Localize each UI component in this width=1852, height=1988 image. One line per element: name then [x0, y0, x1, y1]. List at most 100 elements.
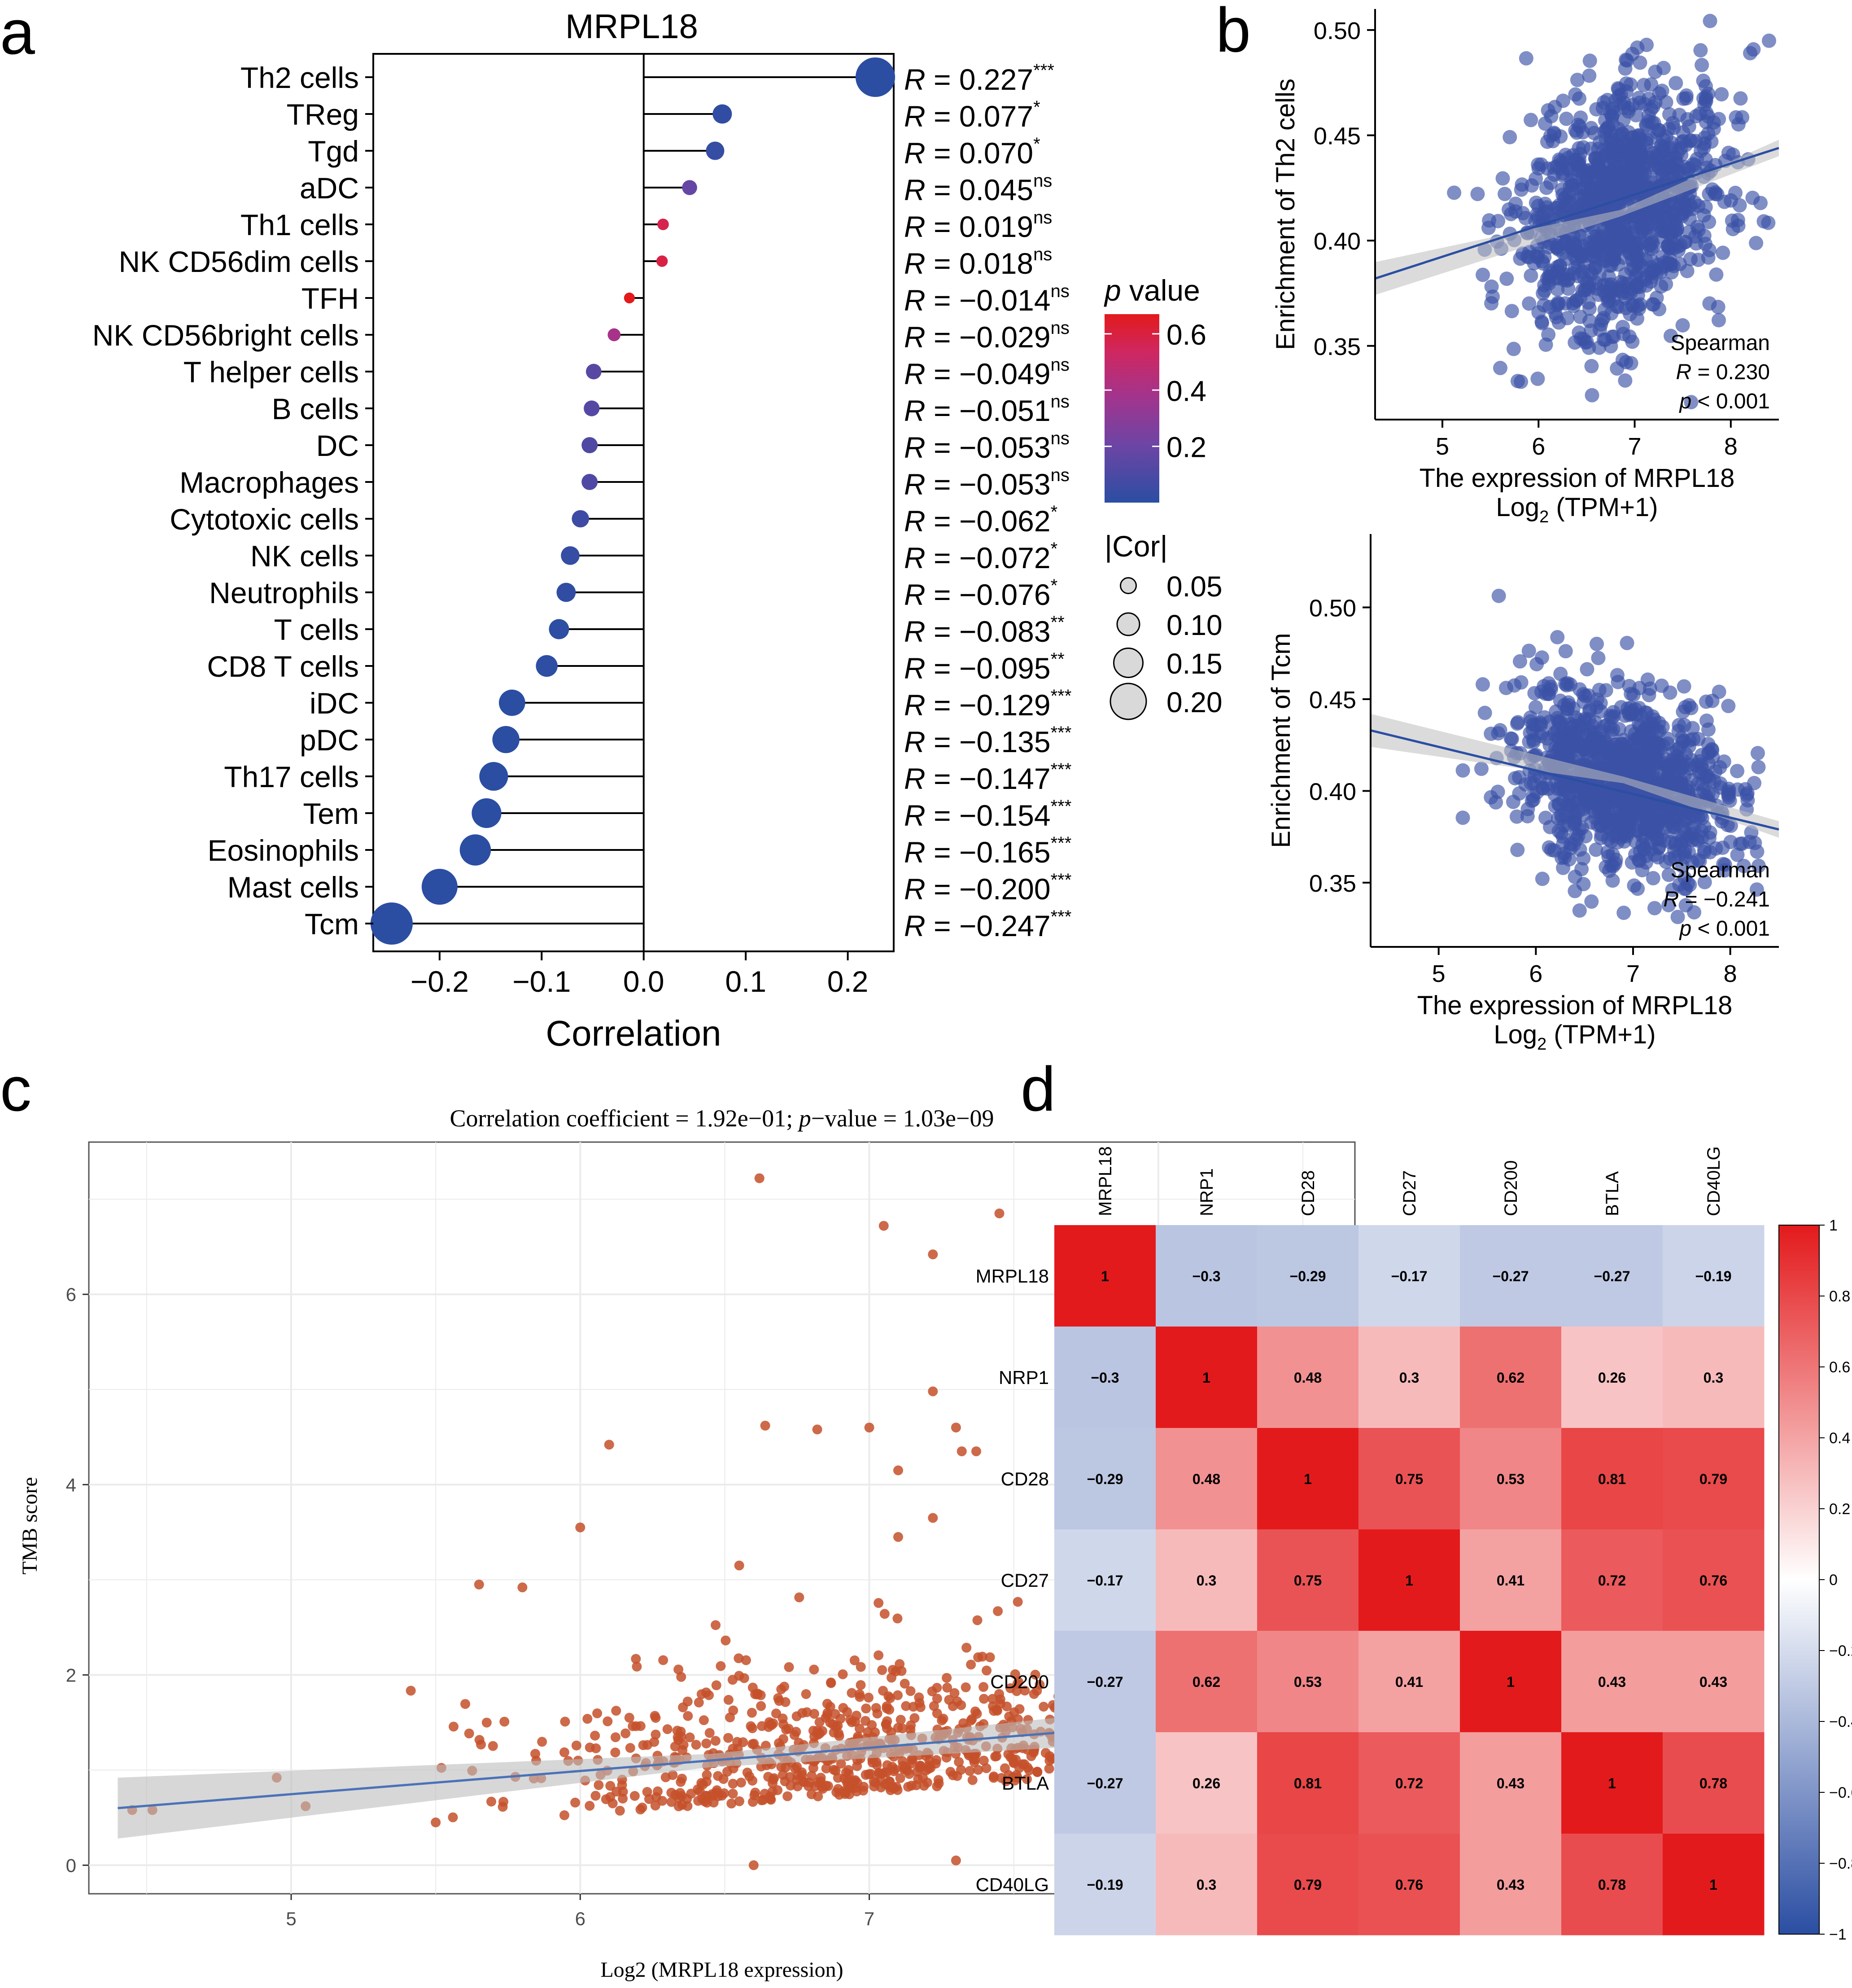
scatter-point — [1629, 797, 1644, 812]
cell-label: NK cells — [250, 539, 359, 573]
ytick-label: 0.45 — [1314, 123, 1361, 150]
scatter-point — [611, 1706, 621, 1716]
stats-r: R = 0.230 — [1676, 360, 1770, 384]
scatter-point — [1582, 53, 1597, 68]
scatter-point — [792, 1775, 802, 1785]
scatter-point — [901, 1701, 911, 1711]
r-label-prefix: R — [904, 799, 926, 832]
scatter-point — [1474, 762, 1489, 776]
r-label-equals: = — [926, 320, 959, 354]
scatter-point — [1717, 194, 1732, 209]
x-axis-label: The expression of MRPL18 — [1417, 991, 1733, 1020]
heatmap-cell — [1358, 1631, 1460, 1733]
panel-a-r-labels: R = 0.227***R = 0.077*R = 0.070*R = 0.04… — [904, 61, 1071, 942]
scatter-point — [1664, 328, 1678, 343]
heatmap-cell-label: 0.81 — [1598, 1471, 1626, 1487]
scatter-point — [1618, 373, 1633, 388]
scatter-point — [1570, 73, 1585, 88]
scatter-point — [1699, 713, 1714, 728]
r-label-prefix: R — [904, 100, 926, 133]
scatter-point — [977, 1651, 987, 1662]
scatter-point — [722, 1767, 733, 1777]
scatter-point — [1556, 93, 1571, 108]
scatter-point — [1491, 588, 1506, 603]
scatter-point — [1552, 205, 1567, 219]
heatmap-cell — [1561, 1732, 1663, 1834]
heatmap-cell — [1358, 1225, 1460, 1327]
cell-label: NK CD56dim cells — [119, 245, 359, 278]
scatter-point — [1539, 777, 1554, 792]
scatter-point — [809, 1664, 819, 1675]
heatmap-cell-label: 0.78 — [1598, 1877, 1626, 1893]
scatter-point — [764, 1717, 774, 1727]
dot-th1-cells — [657, 219, 669, 230]
scatter-point — [1612, 808, 1627, 823]
scatter-point — [1572, 325, 1586, 340]
xtick-label: 0.0 — [623, 965, 664, 998]
scatter-point — [1524, 268, 1538, 283]
stats-p: p < 0.001 — [1678, 390, 1770, 413]
scatter-point — [1647, 901, 1662, 915]
scatter-point — [898, 1760, 908, 1771]
scatter-point — [895, 1773, 905, 1783]
scatter-point — [978, 1682, 989, 1692]
scatter-point — [1584, 359, 1599, 373]
scatter-point — [631, 1721, 641, 1731]
scatter-point — [1591, 799, 1606, 814]
heatmap-cell — [1257, 1225, 1359, 1327]
scatter-point — [607, 1798, 618, 1808]
scatter-point — [849, 1655, 860, 1665]
scatter-point — [852, 1787, 862, 1797]
scatter-point — [1503, 206, 1518, 221]
scatter-point — [615, 1805, 625, 1816]
r-label-significance: *** — [1033, 61, 1054, 80]
scatter-point — [1000, 1763, 1010, 1773]
scatter-point — [1624, 687, 1638, 701]
title-rest: −value = 1.03e−09 — [811, 1105, 994, 1132]
heatmap-cell-label: 0.53 — [1294, 1674, 1322, 1690]
scatter-point — [701, 1738, 712, 1749]
r-label-value: 0.018 — [959, 247, 1033, 280]
colorbar-tick-label: 0.8 — [1829, 1288, 1850, 1305]
xtick-label: 7 — [1628, 433, 1642, 460]
scatter-point — [834, 1731, 844, 1741]
scatter-point — [1606, 705, 1621, 719]
scatter-point — [900, 1678, 910, 1689]
scatter-point-outlier — [474, 1579, 484, 1590]
cell-label: Tgd — [308, 135, 359, 168]
scatter-point — [1648, 95, 1663, 110]
scatter-point — [1707, 774, 1721, 788]
scatter-point — [1608, 282, 1623, 297]
scatter-point — [631, 1654, 641, 1664]
scatter-point — [968, 1754, 978, 1764]
scatter-point — [828, 1719, 838, 1730]
r-label-significance: *** — [1051, 907, 1072, 927]
heatmap-cell-label: 0.62 — [1192, 1674, 1220, 1690]
scatter-point — [797, 1767, 807, 1778]
scatter-point — [1531, 161, 1546, 176]
scatter-point — [876, 1782, 886, 1793]
r-label-value: −0.083 — [959, 615, 1051, 648]
x-axis-label-2: Log2 (TPM+1) — [1494, 1020, 1655, 1054]
scatter-point — [1717, 754, 1731, 769]
dot-eosinophils — [459, 834, 491, 866]
scatter-point — [1749, 236, 1764, 250]
scatter-point — [1749, 882, 1764, 897]
scatter-point — [1491, 214, 1506, 228]
scatter-point — [1624, 356, 1638, 371]
heatmap-row-label: CD200 — [990, 1671, 1049, 1692]
r-label: R = −0.053ns — [904, 429, 1070, 464]
scatter-point — [474, 1735, 485, 1745]
scatter-point — [972, 1615, 983, 1625]
scatter-point — [747, 1682, 758, 1693]
scatter-point — [1733, 91, 1748, 106]
scatter-point — [1730, 847, 1745, 862]
scatter-point — [1539, 180, 1554, 195]
xtick-label: 5 — [286, 1908, 296, 1929]
scatter-point — [1572, 91, 1587, 106]
scatter-point — [585, 1801, 595, 1811]
scatter-point — [877, 1769, 887, 1779]
r-label-equals: = — [926, 615, 959, 648]
scatter-point — [1470, 187, 1485, 201]
